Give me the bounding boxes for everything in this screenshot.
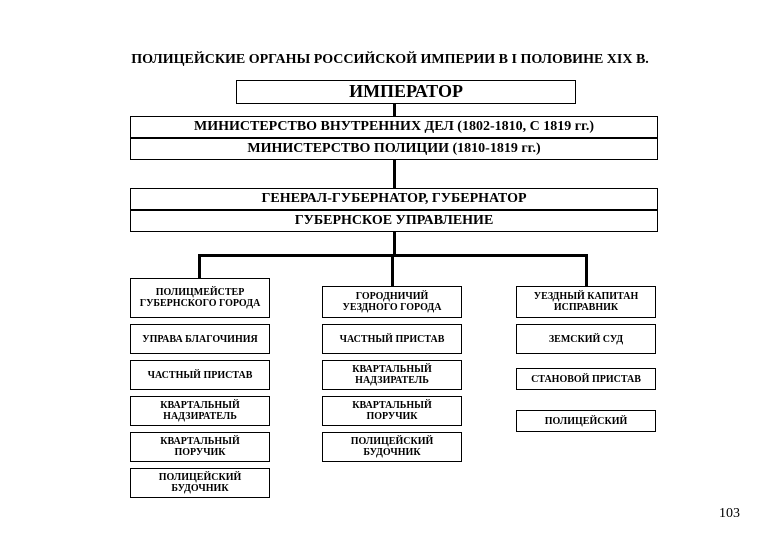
node-poruchik-1: КВАРТАЛЬНЫЙ ПОРУЧИК [322, 396, 462, 426]
page-number: 103 [719, 506, 740, 522]
connector [391, 254, 394, 286]
node-stanovoy: СТАНОВОЙ ПРИСТАВ [516, 368, 656, 390]
node-policeisky: ПОЛИЦЕЙСКИЙ [516, 410, 656, 432]
connector [393, 232, 396, 254]
node-uprava: УПРАВА БЛАГОЧИНИЯ [130, 324, 270, 354]
node-ispravnik: УЕЗДНЫЙ КАПИТАН ИСПРАВНИК [516, 286, 656, 318]
node-nadziratel-0: КВАРТАЛЬНЫЙ НАДЗИРАТЕЛЬ [130, 396, 270, 426]
node-ministry-internal: МИНИСТЕРСТВО ВНУТРЕННИХ ДЕЛ (1802-1810, … [130, 116, 658, 138]
connector [585, 254, 588, 286]
node-policmeister: ПОЛИЦМЕЙСТЕР ГУБЕРНСКОГО ГОРОДА [130, 278, 270, 318]
node-pristav-0: ЧАСТНЫЙ ПРИСТАВ [130, 360, 270, 390]
node-gorodnichiy: ГОРОДНИЧИЙ УЕЗДНОГО ГОРОДА [322, 286, 462, 318]
node-gubernia-admin: ГУБЕРНСКОЕ УПРАВЛЕНИЕ [130, 210, 658, 232]
node-budochnik-0: ПОЛИЦЕЙСКИЙ БУДОЧНИК [130, 468, 270, 498]
node-pristav-1: ЧАСТНЫЙ ПРИСТАВ [322, 324, 462, 354]
node-zemsky-sud: ЗЕМСКИЙ СУД [516, 324, 656, 354]
connector [198, 254, 201, 278]
node-emperor: ИМПЕРАТОР [236, 80, 576, 104]
node-governor: ГЕНЕРАЛ-ГУБЕРНАТОР, ГУБЕРНАТОР [130, 188, 658, 210]
node-budochnik-1: ПОЛИЦЕЙСКИЙ БУДОЧНИК [322, 432, 462, 462]
org-chart: ПОЛИЦЕЙСКИЕ ОРГАНЫ РОССИЙСКОЙ ИМПЕРИИ В … [0, 0, 780, 540]
chart-title: ПОЛИЦЕЙСКИЕ ОРГАНЫ РОССИЙСКОЙ ИМПЕРИИ В … [0, 52, 780, 68]
connector [393, 104, 396, 116]
connector [393, 160, 396, 188]
node-poruchik-0: КВАРТАЛЬНЫЙ ПОРУЧИК [130, 432, 270, 462]
node-ministry-police: МИНИСТЕРСТВО ПОЛИЦИИ (1810-1819 гг.) [130, 138, 658, 160]
node-nadziratel-1: КВАРТАЛЬНЫЙ НАДЗИРАТЕЛЬ [322, 360, 462, 390]
